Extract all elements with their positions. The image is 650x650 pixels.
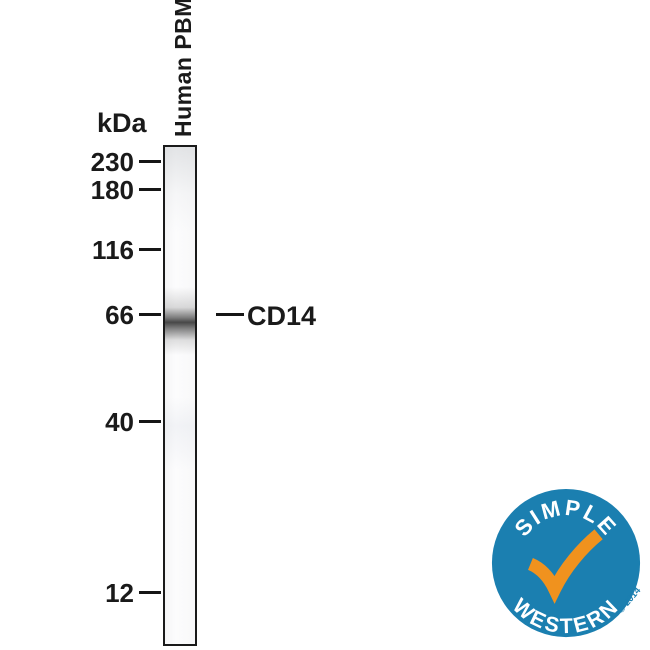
protein-band (165, 287, 195, 355)
band-label: CD14 (247, 301, 317, 331)
mw-tick-12 (139, 591, 161, 594)
sample-lane (163, 145, 197, 646)
mw-tick-180 (139, 188, 161, 191)
kda-unit-label: kDa (97, 108, 147, 138)
mw-tick-66 (139, 313, 161, 316)
lane-faint-smear (165, 397, 195, 469)
mw-tick-40 (139, 420, 161, 423)
mw-label-66: 66 (105, 300, 134, 330)
lane-title: Human PBMC (170, 0, 196, 137)
mw-label-40: 40 (105, 407, 134, 437)
checkmark-icon (527, 529, 603, 604)
mw-tick-116 (139, 248, 161, 251)
simple-western-badge: SIMPLE WESTERN © 2014 (491, 488, 643, 638)
mw-label-180: 180 (90, 175, 134, 205)
mw-tick-230 (139, 160, 161, 163)
mw-label-116: 116 (92, 235, 134, 265)
lane-top-smear (165, 147, 195, 232)
mw-label-230: 230 (90, 147, 134, 177)
mw-label-12: 12 (105, 578, 134, 608)
band-pointer-line (216, 313, 244, 316)
